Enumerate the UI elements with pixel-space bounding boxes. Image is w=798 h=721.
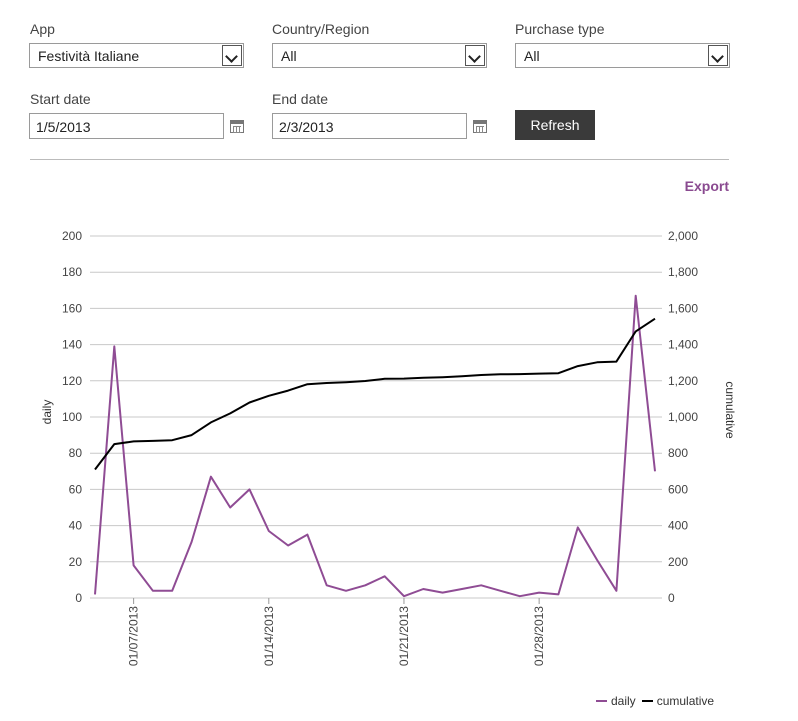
chevron-down-icon[interactable] <box>465 45 485 66</box>
export-link[interactable]: Export <box>684 178 729 194</box>
y-tick-label-right: 1,000 <box>668 410 698 424</box>
y-tick-label-right: 400 <box>668 519 688 533</box>
x-tick-label: 01/14/2013 <box>262 606 276 666</box>
y-tick-label-left: 120 <box>62 374 82 388</box>
app-select[interactable]: Festività Italiane <box>29 43 244 68</box>
start-date-value: 1/5/2013 <box>36 119 91 135</box>
divider <box>30 159 729 160</box>
legend-label-daily: daily <box>611 694 636 708</box>
y-tick-label-right: 1,600 <box>668 301 698 315</box>
purchase-type-label: Purchase type <box>515 21 605 37</box>
legend-swatch-cumulative <box>641 700 653 702</box>
legend-item-cumulative: cumulative <box>641 694 715 708</box>
y-tick-label-right: 800 <box>668 446 688 460</box>
chevron-down-icon[interactable] <box>222 45 242 66</box>
y-tick-label-left: 0 <box>75 591 82 605</box>
y-tick-label-right: 600 <box>668 482 688 496</box>
y-tick-label-right: 2,000 <box>668 229 698 243</box>
calendar-icon[interactable] <box>473 120 487 133</box>
y-tick-label-left: 60 <box>69 482 83 496</box>
country-select-value: All <box>281 48 297 64</box>
series-line-cumulative <box>94 317 656 471</box>
calendar-icon[interactable] <box>230 120 244 133</box>
y-tick-label-left: 100 <box>62 410 82 424</box>
legend-label-cumulative: cumulative <box>656 694 715 708</box>
y-tick-label-right: 200 <box>668 555 688 569</box>
y-tick-label-left: 200 <box>62 229 82 243</box>
country-label: Country/Region <box>272 21 370 37</box>
app-label: App <box>30 21 55 37</box>
y-axis-label-left: daily <box>40 400 54 425</box>
y-tick-label-left: 80 <box>69 446 83 460</box>
y-tick-label-left: 180 <box>62 265 82 279</box>
y-tick-label-left: 160 <box>62 301 82 315</box>
purchase-type-select[interactable]: All <box>515 43 730 68</box>
y-tick-label-left: 140 <box>62 338 82 352</box>
y-tick-label-right: 1,800 <box>668 265 698 279</box>
start-date-input[interactable]: 1/5/2013 <box>29 113 224 139</box>
start-date-label: Start date <box>30 91 91 107</box>
x-tick-label: 01/21/2013 <box>397 606 411 666</box>
series-line-daily <box>94 294 656 598</box>
y-tick-label-right: 1,400 <box>668 338 698 352</box>
chevron-down-icon[interactable] <box>708 45 728 66</box>
legend-swatch-daily <box>596 700 607 702</box>
legend-item-daily: daily <box>596 694 636 708</box>
country-select[interactable]: All <box>272 43 487 68</box>
x-tick-label: 01/28/2013 <box>532 606 546 666</box>
x-tick-label: 01/07/2013 <box>127 606 141 666</box>
legend: daily cumulative <box>596 694 720 708</box>
y-tick-label-left: 20 <box>69 555 83 569</box>
app-select-value: Festività Italiane <box>38 48 140 64</box>
end-date-value: 2/3/2013 <box>279 119 334 135</box>
y-tick-label-left: 40 <box>69 519 83 533</box>
y-axis-label-right: cumulative <box>723 381 737 439</box>
end-date-input[interactable]: 2/3/2013 <box>272 113 467 139</box>
purchase-type-select-value: All <box>524 48 540 64</box>
y-tick-label-right: 1,200 <box>668 374 698 388</box>
refresh-button[interactable]: Refresh <box>515 110 595 140</box>
end-date-label: End date <box>272 91 329 107</box>
y-tick-label-right: 0 <box>668 591 675 605</box>
